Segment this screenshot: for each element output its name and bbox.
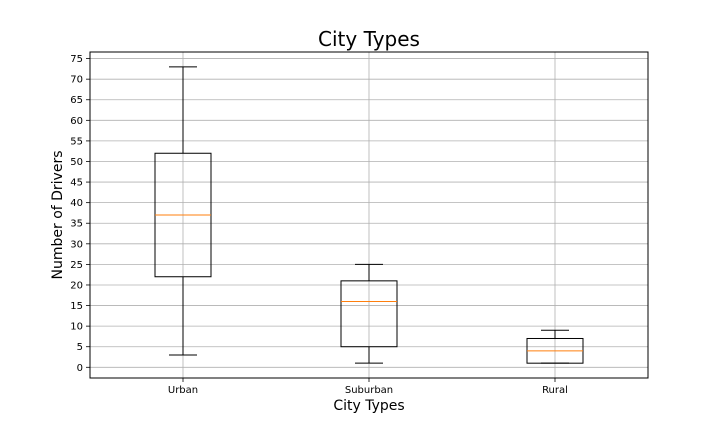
y-tick-label: 20 xyxy=(70,280,83,291)
box-series xyxy=(154,66,584,364)
chart-title: City Types xyxy=(318,27,420,51)
interquartile-box xyxy=(340,280,398,348)
y-tick-label: 45 xyxy=(70,178,83,189)
x-tick-label: Urban xyxy=(168,385,198,396)
y-tick-label: 75 xyxy=(70,54,83,65)
box-group xyxy=(526,329,584,364)
x-tick-label: Suburban xyxy=(345,385,393,396)
y-tick-label: 5 xyxy=(77,342,83,353)
axis-ticks: 0 5 10 15 20 25 30 35 40 45 50 55 60 65 70 75 Urban Subur… xyxy=(70,54,568,396)
x-axis-label: City Types xyxy=(333,398,404,414)
y-tick-label: 30 xyxy=(70,239,83,250)
y-axis-label: Number of Drivers xyxy=(50,150,66,279)
y-tick-label: 60 xyxy=(70,116,83,127)
x-tick-label: Rural xyxy=(542,385,568,396)
box-group xyxy=(154,66,212,356)
y-tick-label: 70 xyxy=(70,75,83,86)
y-tick-label: 40 xyxy=(70,198,83,209)
y-tick-label: 15 xyxy=(70,301,83,312)
y-tick-label: 50 xyxy=(70,157,83,168)
y-tick-label: 0 xyxy=(77,363,83,374)
box-group xyxy=(340,263,398,364)
y-tick-label: 10 xyxy=(70,322,83,333)
y-tick-label: 65 xyxy=(70,95,83,106)
y-tick-label: 25 xyxy=(70,260,83,271)
y-tick-label: 35 xyxy=(70,219,83,230)
y-tick-label: 55 xyxy=(70,136,83,147)
